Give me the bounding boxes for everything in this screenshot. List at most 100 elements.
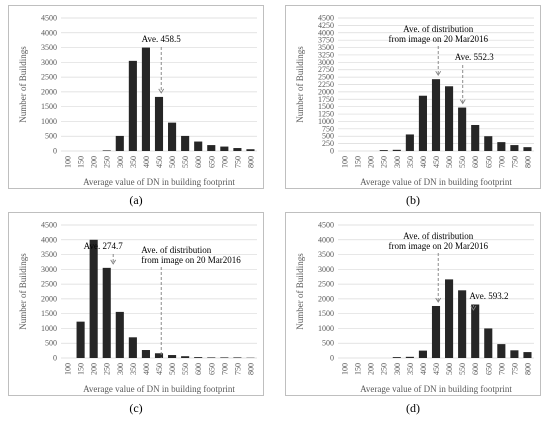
x-tick-label-b-4: 300: [393, 156, 402, 168]
x-tick-label-a-7: 450: [155, 156, 164, 168]
caption-d: (d): [406, 401, 420, 415]
x-tick-label-b-3: 250: [380, 156, 389, 168]
bar-b-650: [484, 136, 493, 151]
x-tick-label-d-10: 600: [471, 363, 480, 375]
annotation-text-d-0: Ave. of distribution: [403, 231, 474, 241]
x-tick-label-b-1: 150: [354, 156, 363, 168]
x-tick-label-b-6: 400: [419, 156, 428, 168]
bar-b-450: [431, 79, 441, 151]
bar-b-550: [458, 107, 467, 151]
x-tick-label-b-9: 550: [458, 156, 467, 168]
x-axis-label-a: Average value of DN in building footprin…: [83, 177, 235, 187]
x-axis-label-c: Average value of DN in building footprin…: [83, 384, 235, 394]
x-tick-label-a-11: 650: [207, 156, 216, 168]
x-tick-label-a-3: 250: [103, 156, 112, 168]
x-tick-label-b-11: 650: [484, 156, 493, 168]
chart-panel-d: 0 500 1000 1500 2000 2500 3000 3500 4000 4500 100 1…: [285, 212, 541, 396]
y-tick-label-b-1: 250: [322, 139, 334, 148]
y-tick-label-c-8: 4000: [41, 235, 57, 244]
x-tick-label-a-10: 600: [194, 156, 203, 168]
y-tick-label-a-9: 4500: [41, 14, 57, 23]
bar-d-750: [510, 350, 519, 358]
annotation-text2-c-1: from image on 20 Mar2016: [141, 255, 241, 265]
y-tick-label-d-3: 1500: [318, 309, 334, 318]
x-tick-label-b-10: 600: [471, 156, 480, 168]
x-tick-label-c-14: 800: [246, 363, 255, 375]
bar-d-600: [471, 304, 480, 358]
y-tick-label-d-1: 500: [322, 339, 334, 348]
x-tick-label-b-0: 100: [341, 156, 350, 168]
x-tick-label-c-11: 650: [207, 363, 216, 375]
x-tick-label-c-0: 100: [64, 363, 73, 375]
x-tick-label-a-14: 800: [246, 156, 255, 168]
annotation-arrow-b-1: [459, 99, 466, 105]
bar-a-750: [233, 148, 242, 151]
y-tick-label-c-2: 1000: [41, 324, 57, 333]
bar-a-450: [154, 96, 164, 151]
chart-panel-c: 0 500 1000 1500 2000 2500 3000 3500 4000 4500 100 1…: [8, 212, 264, 396]
x-tick-label-c-9: 550: [181, 363, 190, 375]
y-tick-label-c-7: 3500: [41, 250, 57, 259]
annotation-text-a-0: Ave. 458.5: [142, 34, 182, 44]
bar-c-750: [233, 357, 242, 358]
y-tick-label-b-10: 2500: [318, 73, 334, 82]
bar-c-250: [102, 267, 111, 358]
y-tick-label-b-9: 2250: [318, 80, 334, 89]
x-tick-label-b-13: 750: [510, 156, 519, 168]
bar-b-300: [392, 149, 401, 151]
bar-c-700: [220, 357, 229, 358]
bar-b-250: [379, 150, 388, 151]
x-tick-label-d-1: 150: [354, 363, 363, 375]
bar-d-350: [405, 356, 414, 358]
bar-c-600: [194, 357, 203, 358]
y-tick-label-b-2: 500: [322, 132, 334, 141]
x-tick-label-c-4: 300: [116, 363, 125, 375]
x-tick-label-c-12: 700: [220, 363, 229, 375]
x-tick-label-d-3: 250: [380, 363, 389, 375]
bar-c-350: [128, 337, 137, 358]
bar-d-800: [523, 352, 532, 358]
x-tick-label-b-5: 350: [406, 156, 415, 168]
y-tick-label-b-8: 2000: [318, 87, 334, 96]
caption-a: (a): [129, 193, 143, 207]
bar-c-450: [154, 353, 164, 358]
annotation-text2-b-0: from image on 20 Mar2016: [388, 34, 488, 44]
y-axis-label-a: Number of Buildings: [18, 46, 28, 123]
bar-a-250: [102, 150, 111, 151]
y-tick-label-d-8: 4000: [318, 235, 334, 244]
bar-b-500: [445, 86, 454, 151]
x-axis-label-b: Average value of DN in building footprin…: [360, 177, 512, 187]
x-tick-label-c-3: 250: [103, 363, 112, 375]
bar-a-650: [207, 145, 216, 151]
y-tick-label-b-11: 2750: [318, 65, 334, 74]
x-tick-label-c-13: 750: [233, 363, 242, 375]
bar-b-750: [510, 145, 519, 151]
y-tick-label-a-8: 4000: [41, 28, 57, 37]
annotation-text-b-1: Ave. 552.3: [455, 52, 495, 62]
bar-b-350: [405, 134, 414, 151]
bar-a-550: [181, 135, 190, 151]
y-tick-label-b-15: 3750: [318, 36, 334, 45]
x-tick-label-a-4: 300: [116, 156, 125, 168]
annotation-text2-d-0: from image on 20 Mar2016: [388, 241, 488, 251]
y-tick-label-c-9: 4500: [41, 221, 57, 230]
x-tick-label-b-7: 450: [432, 156, 441, 168]
x-tick-label-a-1: 150: [77, 156, 86, 168]
bar-b-600: [471, 124, 480, 151]
x-tick-label-a-2: 200: [90, 156, 99, 168]
y-axis-label-d: Number of Buildings: [295, 253, 305, 330]
annotation-arrow-a-0: [158, 88, 165, 94]
bar-d-500: [445, 279, 454, 358]
bar-c-500: [168, 355, 177, 358]
y-tick-label-c-6: 3000: [41, 265, 57, 274]
y-tick-label-c-1: 500: [45, 339, 57, 348]
bar-c-400: [141, 350, 150, 358]
bar-a-400: [141, 47, 150, 151]
bar-c-150: [76, 321, 85, 358]
x-axis-label-d: Average value of DN in building footprin…: [360, 384, 512, 394]
x-tick-label-d-6: 400: [419, 363, 428, 375]
bar-a-300: [115, 135, 124, 151]
annotation-text-c-0: Ave. 274.7: [84, 241, 124, 251]
y-tick-label-d-6: 3000: [318, 265, 334, 274]
x-tick-label-d-14: 800: [523, 363, 532, 375]
